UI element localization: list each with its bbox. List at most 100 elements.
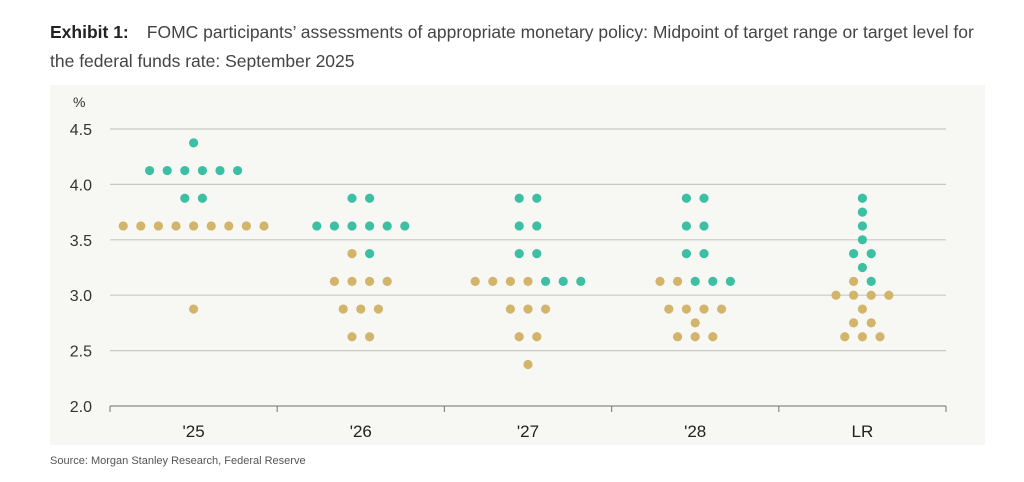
dot-participant xyxy=(532,221,542,231)
dot-participant xyxy=(866,249,876,259)
dot-participant xyxy=(189,304,199,314)
x-category-label: '25 xyxy=(183,422,205,441)
dot-participant xyxy=(241,221,251,231)
x-category-label: '26 xyxy=(350,422,372,441)
dot-participant xyxy=(857,207,868,217)
dot-participant xyxy=(690,318,700,328)
dot-participant xyxy=(857,193,868,203)
dot-participant xyxy=(356,304,366,314)
dot-participant xyxy=(699,304,709,314)
x-category-label: '27 xyxy=(517,422,539,441)
dot-participant xyxy=(514,249,524,259)
dot-participant xyxy=(699,221,709,231)
dot-participant xyxy=(857,304,868,314)
dot-participant xyxy=(347,221,357,231)
y-tick-label: 2.5 xyxy=(70,344,92,361)
dot-participant xyxy=(857,221,868,231)
dot-participant xyxy=(347,276,357,286)
dot-participant xyxy=(681,193,692,203)
dot-participant xyxy=(514,221,524,231)
dot-participant xyxy=(857,332,868,342)
dot-participant xyxy=(857,235,868,245)
dot-participant xyxy=(171,221,181,231)
dot-participant xyxy=(673,276,683,286)
dot-participant xyxy=(259,221,269,231)
dot-participant xyxy=(699,249,709,259)
dot-participant xyxy=(118,221,128,231)
dot-participant xyxy=(523,304,533,314)
dot-participant xyxy=(866,276,876,286)
dot-participant xyxy=(523,276,533,286)
source-note: Source: Morgan Stanley Research, Federal… xyxy=(50,455,306,467)
dot-participant xyxy=(373,304,383,314)
dot-participant xyxy=(505,304,515,314)
dot-participant xyxy=(347,332,357,342)
dot-participant xyxy=(514,193,524,203)
dot-participant xyxy=(866,290,876,300)
dot-participant xyxy=(470,276,480,286)
dot-participant xyxy=(831,290,841,300)
dot-participant xyxy=(664,304,674,314)
y-tick-label: 2.0 xyxy=(70,399,92,416)
y-tick-label: 4.5 xyxy=(70,122,92,139)
dot-participant xyxy=(655,276,665,286)
dot-participant xyxy=(197,193,207,203)
dot-participant xyxy=(690,332,700,342)
dot-participant xyxy=(189,138,199,148)
dot-participant xyxy=(857,262,868,273)
dot-participant xyxy=(541,276,551,286)
dot-participant xyxy=(180,193,190,203)
dot-participant xyxy=(365,249,375,259)
dot-participant xyxy=(717,304,727,314)
dot-participant xyxy=(708,276,718,286)
dot-participant xyxy=(347,249,357,259)
dot-participant xyxy=(233,165,243,176)
y-tick-label: 3.5 xyxy=(70,233,92,250)
dot-participant xyxy=(197,165,207,176)
dot-participant xyxy=(699,193,709,203)
dot-participant xyxy=(866,318,876,328)
dot-participant xyxy=(690,276,700,286)
dot-participant xyxy=(849,318,859,328)
dot-participant xyxy=(875,332,885,342)
dot-participant xyxy=(681,221,692,231)
dot-participant xyxy=(681,249,692,259)
y-tick-label: 3.0 xyxy=(70,288,92,305)
chart-title: FOMC participants’ assessments of approp… xyxy=(50,22,974,71)
dot-participant xyxy=(532,193,542,203)
chart-header: Exhibit 1: FOMC participants’ assessments… xyxy=(50,18,1000,76)
dot-participant xyxy=(224,221,234,231)
dot-participant xyxy=(523,359,533,370)
dot-participant xyxy=(180,165,190,176)
dot-participant xyxy=(400,221,410,231)
dot-participant xyxy=(532,332,542,342)
dot-participant xyxy=(365,276,375,286)
dot-participant xyxy=(488,276,498,286)
dot-participant xyxy=(365,193,375,203)
dot-participant xyxy=(312,221,322,231)
dot-participant xyxy=(708,332,718,342)
dot-participant xyxy=(541,304,551,314)
x-category-label: '28 xyxy=(684,422,706,441)
dot-participant xyxy=(153,221,163,231)
dot-participant xyxy=(365,221,375,231)
x-category-label: LR xyxy=(852,422,874,441)
dot-participant xyxy=(145,165,155,176)
dot-participant xyxy=(382,276,392,286)
dot-participant xyxy=(849,276,859,286)
exhibit-label: Exhibit 1: xyxy=(50,22,129,42)
plot-background xyxy=(50,85,985,445)
dot-participant xyxy=(329,276,339,286)
y-axis-label: % xyxy=(73,94,85,110)
y-tick-label: 4.0 xyxy=(70,177,92,194)
dot-participant xyxy=(189,221,199,231)
dot-participant xyxy=(681,304,692,314)
dot-participant xyxy=(558,276,568,286)
dot-participant xyxy=(849,249,859,259)
dot-participant xyxy=(576,276,586,286)
dot-participant xyxy=(365,332,375,342)
dot-participant xyxy=(840,332,850,342)
dot-participant xyxy=(505,276,515,286)
dot-participant xyxy=(338,304,348,314)
